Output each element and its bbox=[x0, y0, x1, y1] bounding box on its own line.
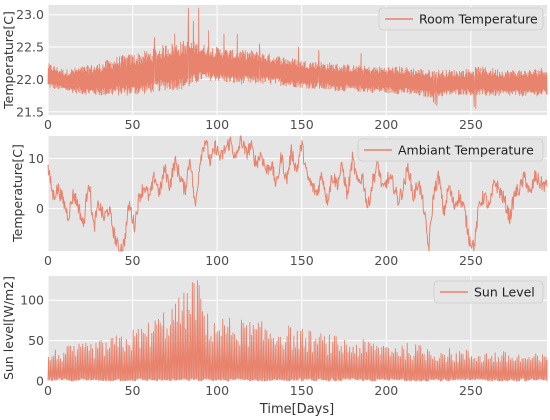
y-tick-label: 22.0 bbox=[16, 72, 44, 87]
x-tick-label: 100 bbox=[205, 253, 229, 268]
legend: Ambiant Temperature bbox=[357, 138, 544, 162]
x-tick-label: 100 bbox=[205, 117, 229, 132]
y-tick-labels: 0 10 bbox=[28, 151, 44, 216]
legend-box bbox=[378, 7, 544, 31]
ambiant-temperature-series bbox=[47, 135, 548, 252]
x-axis-label: Time[Days] bbox=[259, 402, 334, 417]
x-tick-label: 150 bbox=[290, 383, 314, 398]
x-tick-label: 0 bbox=[44, 253, 52, 268]
series-line bbox=[47, 7, 548, 109]
y-axis-label: Temperature[C] bbox=[10, 144, 25, 243]
legend-box bbox=[357, 138, 544, 162]
y-tick-label: 22.5 bbox=[16, 40, 44, 55]
y-tick-label: 50 bbox=[28, 333, 44, 348]
legend-entry-sun-level: Sun Level bbox=[474, 285, 535, 300]
x-tick-label: 50 bbox=[125, 383, 141, 398]
legend-entry-ambiant-temperature: Ambiant Temperature bbox=[398, 143, 534, 158]
x-tick-label: 200 bbox=[374, 117, 398, 132]
y-tick-labels: 0 50 100 bbox=[20, 293, 44, 389]
x-tick-label: 0 bbox=[44, 383, 52, 398]
x-tick-label: 0 bbox=[44, 117, 52, 132]
y-tick-label: 21.5 bbox=[16, 104, 44, 119]
legend-box bbox=[433, 280, 544, 304]
x-tick-label: 100 bbox=[205, 383, 229, 398]
x-tick-label: 150 bbox=[290, 253, 314, 268]
y-tick-label: 100 bbox=[20, 293, 44, 308]
x-tick-label: 50 bbox=[125, 253, 141, 268]
x-tick-label: 250 bbox=[459, 383, 483, 398]
x-tick-label: 250 bbox=[459, 253, 483, 268]
legend-entry-room-temperature: Room Temperature bbox=[419, 12, 538, 27]
x-tick-label: 250 bbox=[459, 117, 483, 132]
y-tick-label: 10 bbox=[28, 151, 44, 166]
x-tick-label: 200 bbox=[374, 253, 398, 268]
x-tick-label: 150 bbox=[290, 117, 314, 132]
x-tick-labels: 0 50 100 150 200 250 bbox=[44, 117, 483, 132]
series-line bbox=[47, 280, 548, 382]
y-axis-label: Sun level[W/m2] bbox=[1, 276, 16, 380]
legend: Sun Level bbox=[433, 280, 544, 304]
y-tick-labels: 21.5 22.0 22.5 23.0 bbox=[16, 7, 44, 119]
y-tick-label: 0 bbox=[36, 201, 44, 216]
series-line bbox=[47, 135, 548, 252]
y-axis-label: Temperature[C] bbox=[1, 11, 16, 110]
room-temperature-panel: 21.5 22.0 22.5 23.0 0 50 100 150 200 250 Tempera… bbox=[1, 5, 548, 132]
x-tick-label: 50 bbox=[125, 117, 141, 132]
ambiant-temperature-panel: 0 10 0 50 100 150 200 250 Temperature[C] Ambia… bbox=[10, 135, 548, 268]
y-tick-label: 23.0 bbox=[16, 7, 44, 22]
x-tick-labels: 0 50 100 150 200 250 bbox=[44, 253, 483, 268]
y-tick-label: 0 bbox=[36, 374, 44, 389]
sun-level-panel: 0 50 100 0 50 100 150 200 250 Sun level[W/m2] S… bbox=[1, 276, 548, 398]
sun-level-series bbox=[47, 280, 548, 382]
legend: Room Temperature bbox=[378, 7, 544, 31]
x-tick-label: 200 bbox=[374, 383, 398, 398]
x-tick-labels: 0 50 100 150 200 250 bbox=[44, 383, 483, 398]
room-temperature-series bbox=[47, 7, 548, 109]
